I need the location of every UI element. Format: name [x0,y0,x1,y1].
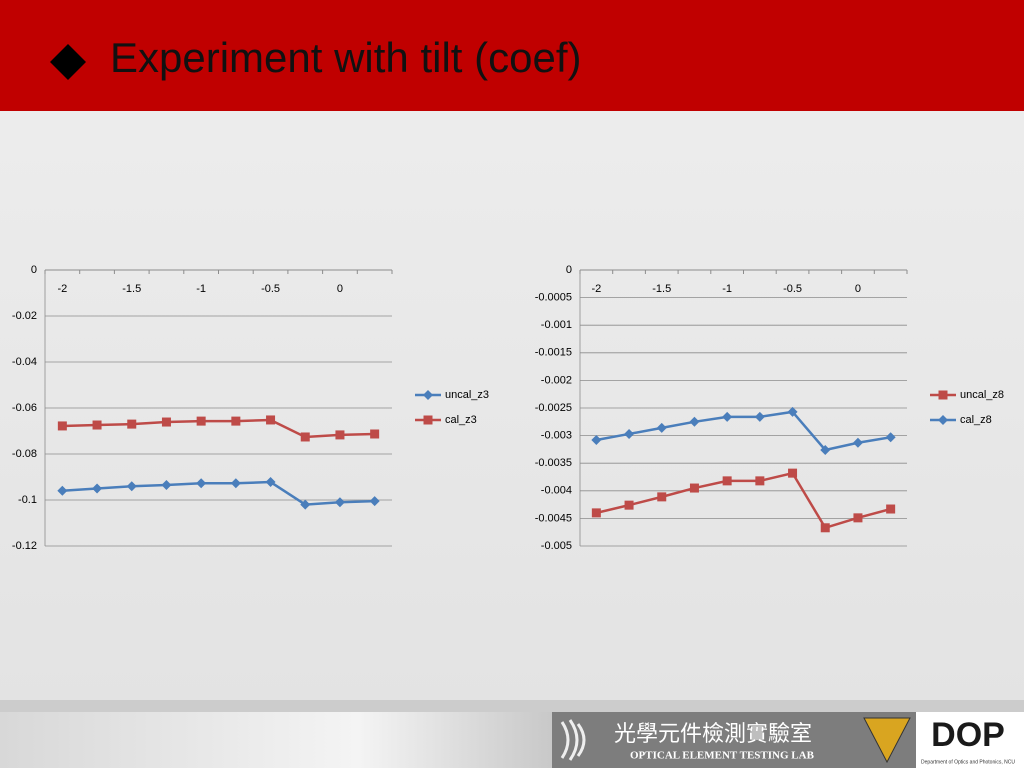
x-tick-label: -1 [196,283,206,295]
y-tick-label: -0.04 [12,356,37,368]
x-tick-label: -1.5 [122,283,141,295]
y-tick-label: 0 [566,264,572,276]
x-tick-label: -0.5 [783,283,802,295]
data-point [300,499,311,510]
series-line [62,480,375,506]
legend-label: cal_z3 [445,414,477,426]
y-tick-label: -0.003 [541,430,572,442]
x-tick-label: -1 [722,283,732,295]
series-line [596,410,891,452]
y-tick-label: -0.004 [541,485,572,497]
y-tick-label: -0.0035 [535,457,572,469]
footer-shadow [0,700,1024,712]
data-point [656,422,667,433]
data-point [161,480,172,491]
x-tick-label: 0 [855,283,861,295]
data-point [57,485,68,496]
x-tick-label: -0.5 [261,283,280,295]
data-point [591,435,602,446]
series-line [62,418,375,439]
y-tick-label: -0.005 [541,540,572,552]
y-tick-label: -0.02 [12,310,37,322]
data-point [755,476,765,486]
footer-department: Department of Optics and Photonics, NCU [921,759,1015,765]
data-point [624,500,634,510]
data-point [624,428,635,439]
data-point [300,432,310,442]
y-tick-label: -0.001 [541,319,572,331]
x-tick-label: -2 [57,283,67,295]
data-point [689,483,699,493]
footer-logo-waves [560,719,586,761]
y-tick-label: 0 [31,264,37,276]
slide-title: Experiment with tilt (coef) [110,34,581,81]
legend-marker [423,415,433,425]
y-tick-label: -0.002 [541,374,572,386]
legend-label: uncal_z8 [960,389,1004,401]
data-point [689,416,700,427]
data-point [230,478,241,489]
footer-lab-en: OPTICAL ELEMENT TESTING LAB [630,750,815,762]
data-point [92,420,102,430]
data-point [657,492,667,502]
y-tick-label: -0.1 [18,494,37,506]
y-tick-label: -0.06 [12,402,37,414]
data-point [126,481,137,492]
x-tick-label: 0 [337,283,343,295]
y-tick-label: -0.0015 [535,347,572,359]
data-point [196,478,207,489]
data-point [852,437,863,448]
data-point [57,421,67,431]
data-point [591,508,601,518]
header-band [0,0,1024,111]
data-point [722,411,733,422]
legend-marker [423,390,433,400]
legend-label: uncal_z3 [445,389,489,401]
legend-label: cal_z8 [960,414,992,426]
data-point [334,497,345,508]
title-bullet [50,44,86,80]
data-point [370,429,380,439]
data-point [127,419,137,429]
data-point [754,411,765,422]
data-point [196,416,206,426]
legend-marker [938,390,948,400]
data-point [787,406,798,417]
footer-emblem [863,717,911,764]
series-line [596,471,891,530]
data-point [266,415,276,425]
y-tick-label: -0.08 [12,448,37,460]
data-point [820,523,830,533]
y-tick-label: -0.0045 [535,512,572,524]
data-point [788,468,798,478]
data-point [369,496,380,507]
y-tick-label: -0.0005 [535,292,572,304]
y-tick-label: -0.12 [12,540,37,552]
y-tick-label: -0.0025 [535,402,572,414]
data-point [335,430,345,440]
data-point [820,444,831,455]
data-point [265,477,276,488]
data-point [92,483,103,494]
footer-lab-cn: 光學元件檢測實驗室 [614,721,812,746]
x-tick-label: -1.5 [652,283,671,295]
data-point [885,432,896,443]
legend-marker [938,415,948,425]
footer-dop-panel [916,712,1024,768]
footer-dop-logo: DOP [931,716,1005,754]
data-point [853,513,863,523]
data-point [231,416,241,426]
data-point [722,476,732,486]
x-tick-label: -2 [591,283,601,295]
data-point [161,417,171,427]
data-point [886,504,896,514]
